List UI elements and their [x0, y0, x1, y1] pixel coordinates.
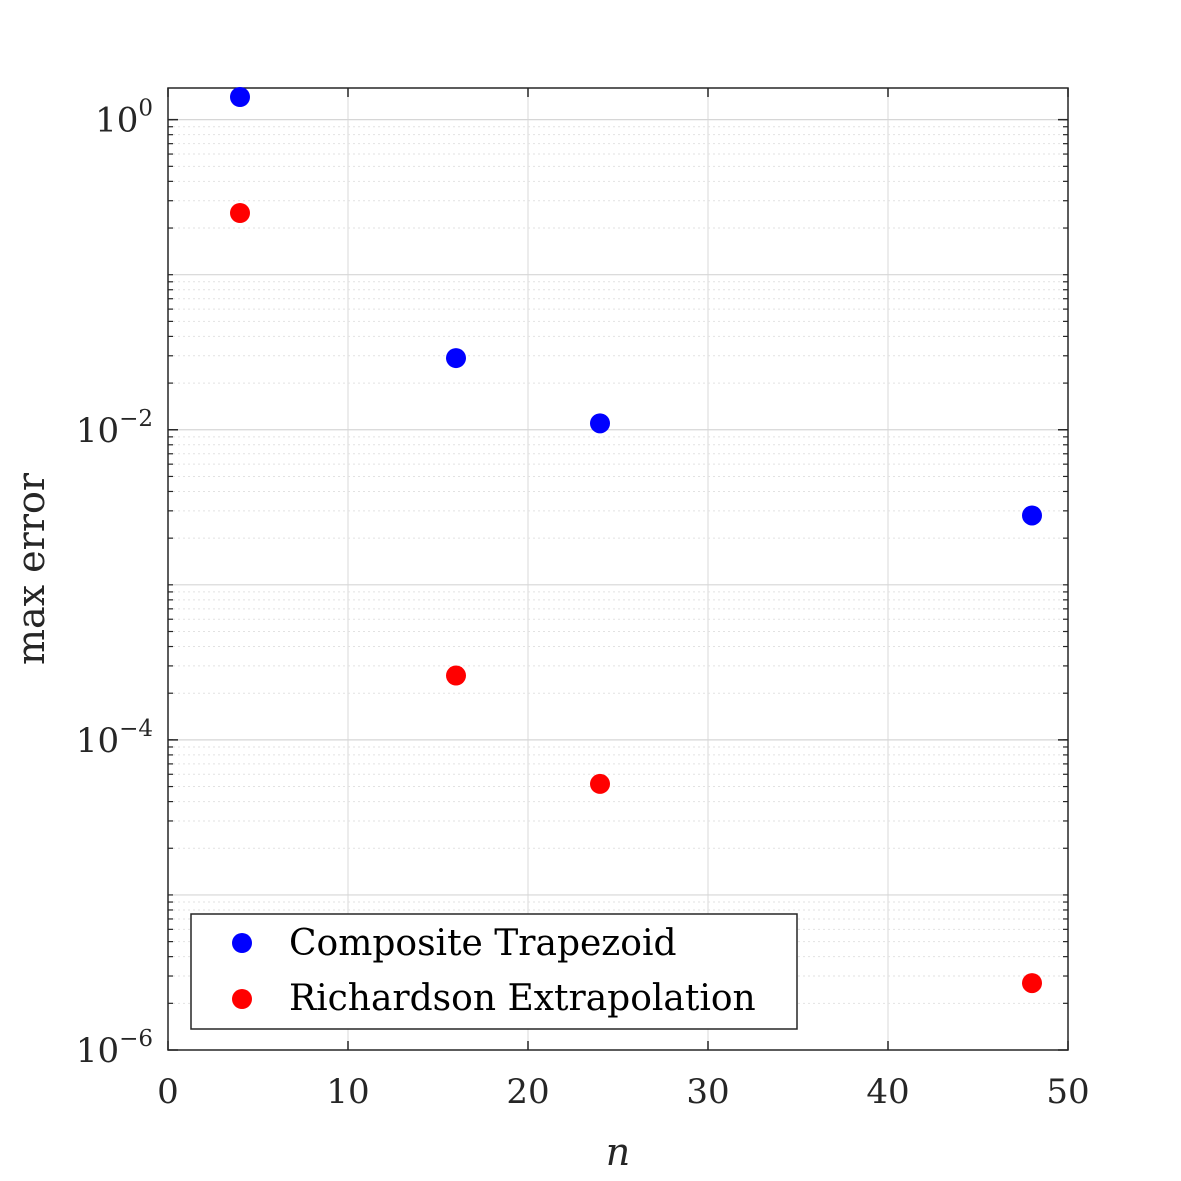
y-axis-label: max error [9, 472, 53, 665]
plot-frame [167, 87, 1069, 1051]
x-tick-label: 50 [1046, 1072, 1089, 1112]
axis-ticks: 0 10 20 30 40 50 100 10−2 10−4 10−6 [76, 88, 1090, 1112]
data-point-richardson-extrapolation [446, 665, 466, 686]
plot-area [168, 88, 1068, 1050]
data-point-richardson-extrapolation [590, 773, 610, 794]
data-point-composite-trapezoid [590, 413, 610, 434]
legend-label-composite-trapezoid: Composite Trapezoid [289, 923, 677, 964]
data-point-richardson-extrapolation [1022, 973, 1042, 994]
y-tick-label: 10−2 [76, 406, 153, 451]
legend-box [190, 913, 798, 1030]
y-tick-label: 10−4 [76, 716, 153, 761]
data-point-richardson-extrapolation [230, 203, 250, 224]
x-tick-label: 20 [506, 1072, 549, 1112]
legend-label-richardson-extrapolation: Richardson Extrapolation [289, 978, 756, 1019]
x-tick-label: 10 [326, 1072, 369, 1112]
y-tick-label: 100 [95, 96, 153, 141]
x-tick-label: 0 [157, 1072, 179, 1112]
legend: Composite Trapezoid Richardson Extrapola… [190, 913, 798, 1030]
data-point-composite-trapezoid [446, 348, 466, 369]
legend-marker-richardson-extrapolation [232, 989, 252, 1009]
data-points [230, 86, 1042, 994]
legend-marker-composite-trapezoid [232, 933, 252, 953]
x-tick-label: 30 [686, 1072, 729, 1112]
x-axis-label: n [606, 1130, 630, 1174]
y-tick-label: 10−6 [76, 1026, 153, 1071]
data-point-composite-trapezoid [1022, 505, 1042, 526]
data-point-composite-trapezoid [230, 86, 250, 107]
x-tick-label: 40 [866, 1072, 909, 1112]
